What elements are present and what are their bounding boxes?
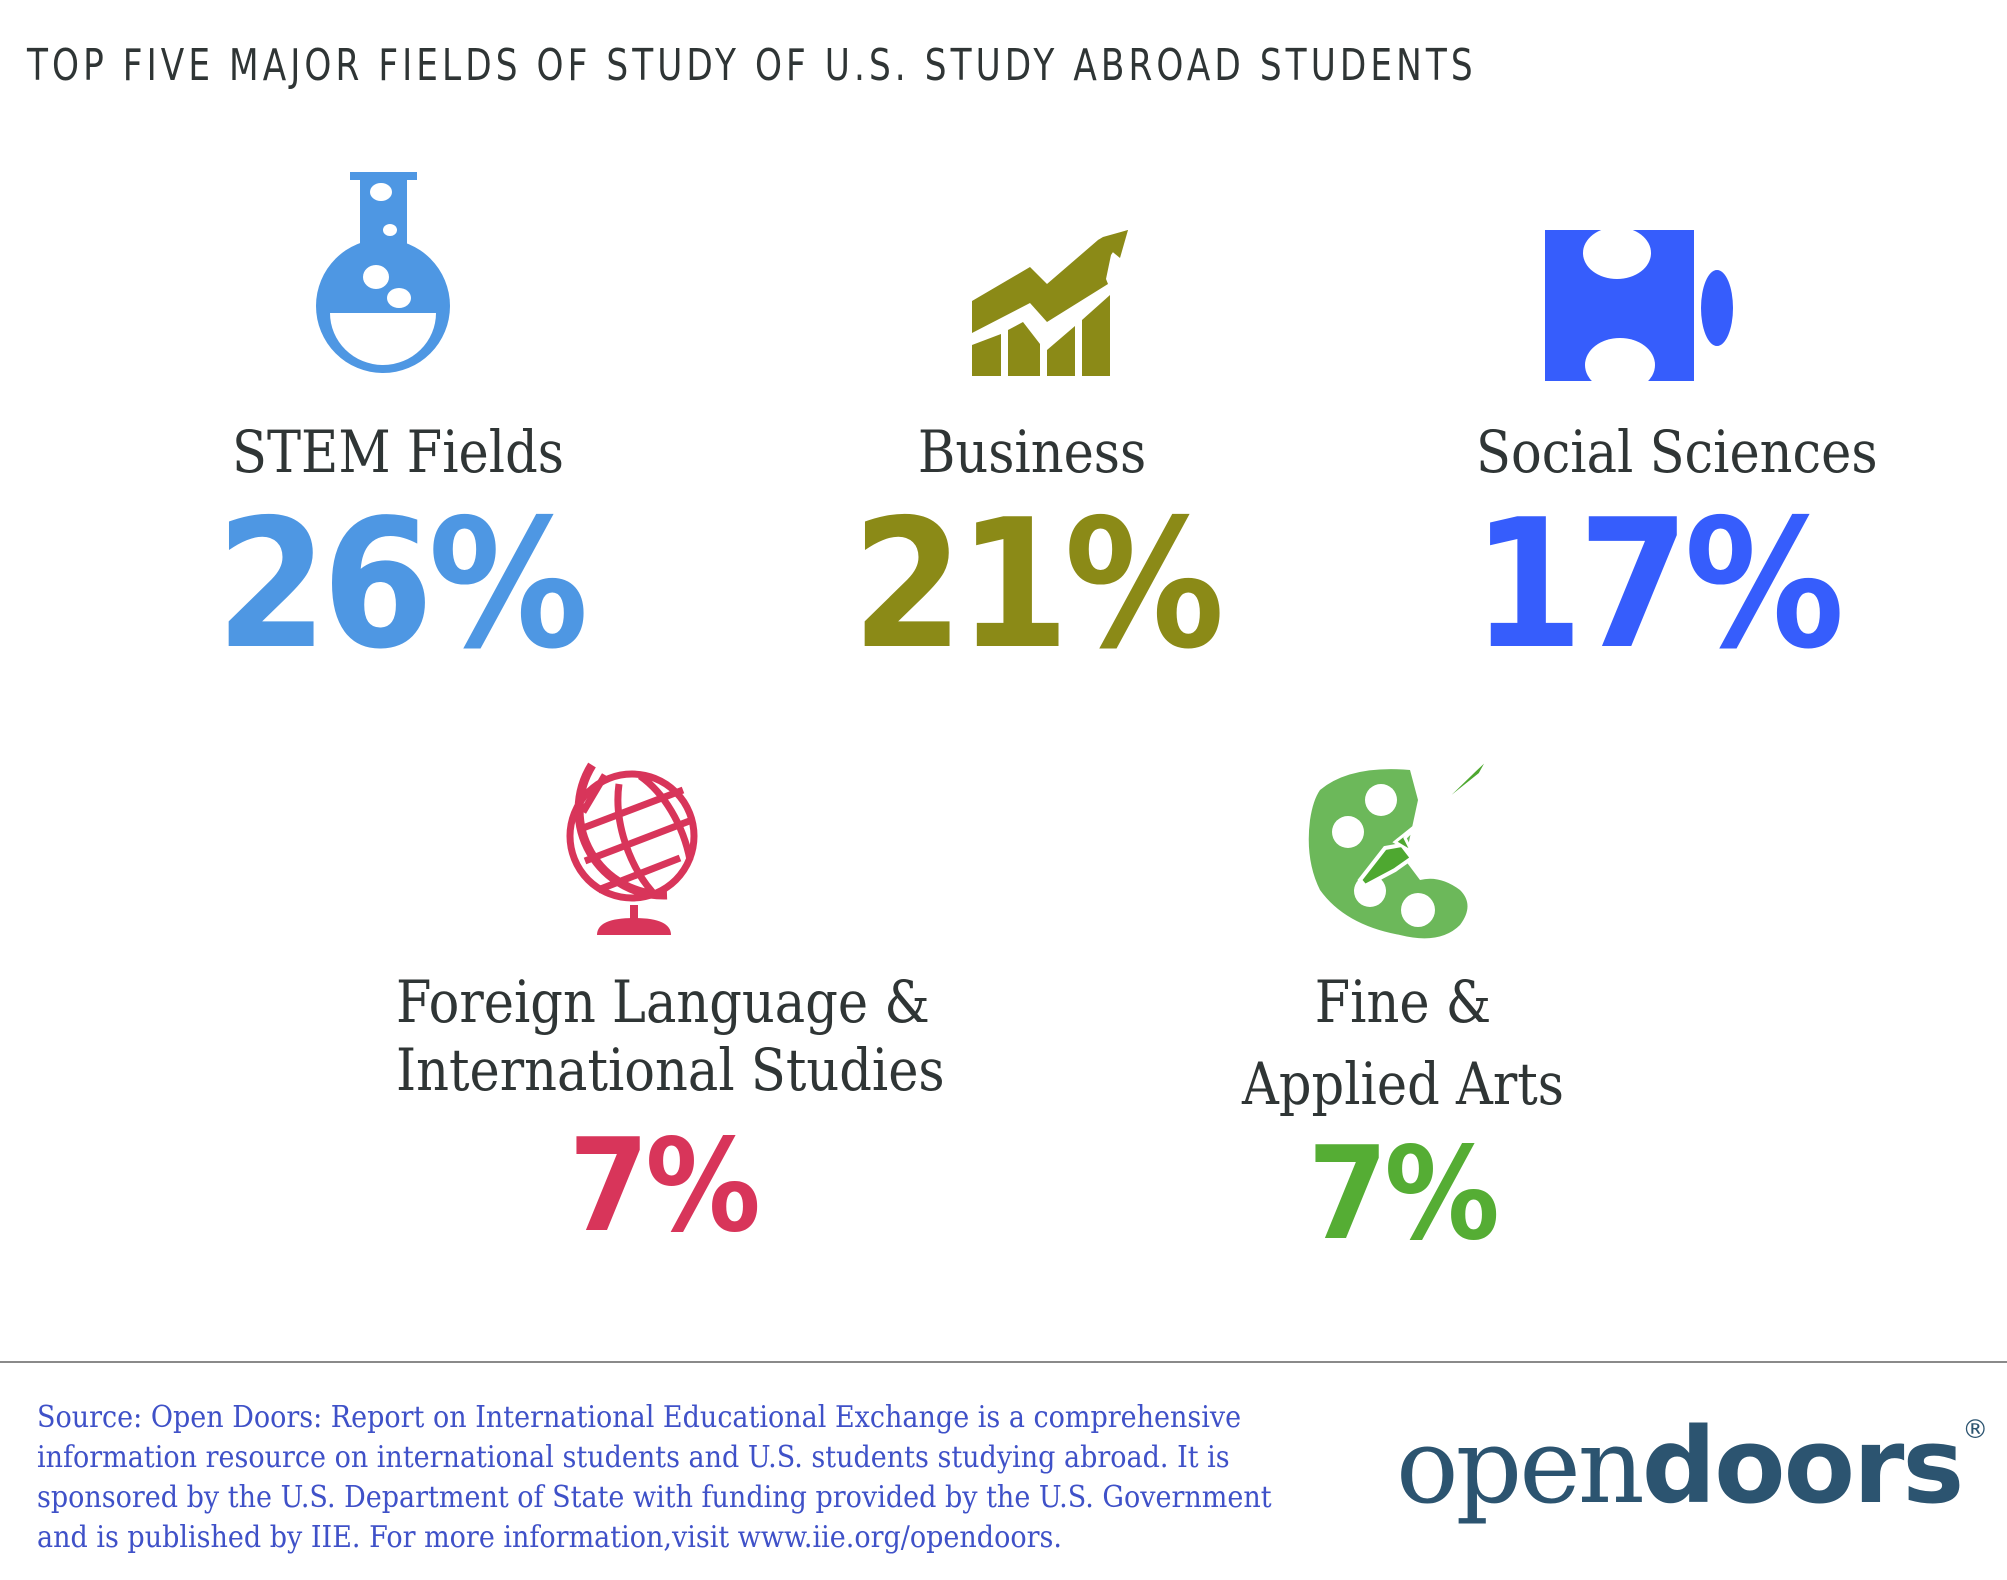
label-line: Fine & (1314, 968, 1492, 1036)
field-percent: 26% (216, 481, 589, 688)
label-line: International Studies (396, 1036, 945, 1104)
field-label: STEM Fields (222, 418, 574, 486)
flask-icon (316, 172, 450, 373)
logo-doors: doors (1641, 1405, 1965, 1527)
puzzle-piece-icon (1545, 227, 1733, 385)
label-line: Social Sciences (1476, 418, 1878, 486)
footer-divider (0, 1361, 2007, 1363)
infographic-title: TOP FIVE MAJOR FIELDS OF STUDY OF U.S. S… (27, 40, 1477, 91)
registered-mark: ® (1962, 1415, 1989, 1445)
source-line: sponsored by the U.S. Department of Stat… (37, 1480, 1272, 1515)
field-label: Fine & Applied Arts (1227, 968, 1579, 1118)
globe-icon (566, 762, 698, 935)
field-label: Business (856, 418, 1208, 486)
source-line: information resource on international st… (37, 1440, 1230, 1475)
logo-open: open (1396, 1405, 1645, 1527)
label-line: Business (917, 418, 1147, 486)
growth-chart-icon (972, 230, 1128, 376)
opendoors-logo: opendoors® (1396, 1405, 1988, 1527)
field-percent: 7% (1307, 1120, 1500, 1269)
source-line: and is published by IIE. For more inform… (37, 1520, 1062, 1555)
field-percent: 7% (568, 1112, 761, 1261)
label-line: STEM Fields (232, 418, 564, 486)
field-percent: 21% (852, 481, 1225, 688)
field-label: Foreign Language & International Studies (396, 968, 945, 1104)
field-percent: 17% (1472, 481, 1845, 688)
source-line: Source: Open Doors: Report on Internatio… (37, 1400, 1242, 1435)
field-label: Social Sciences (1476, 418, 1878, 486)
label-line: Foreign Language & (396, 968, 930, 1036)
label-line: Applied Arts (1242, 1050, 1564, 1118)
source-note: Source: Open Doors: Report on Internatio… (37, 1398, 1360, 1558)
paint-palette-icon (1308, 754, 1492, 939)
